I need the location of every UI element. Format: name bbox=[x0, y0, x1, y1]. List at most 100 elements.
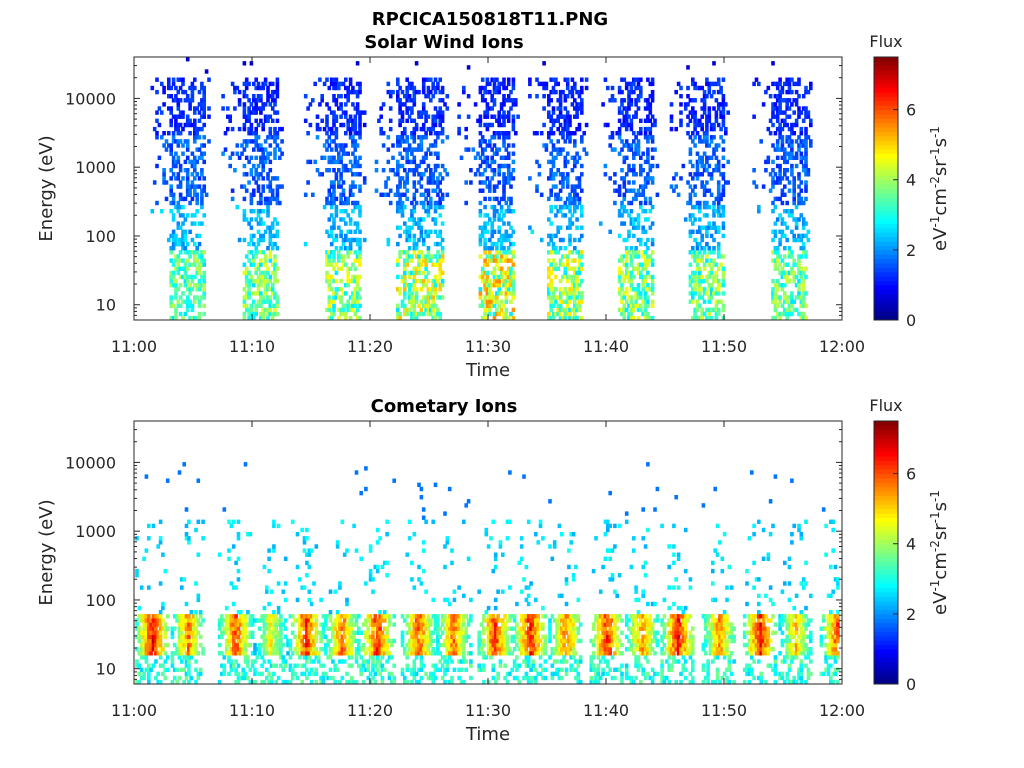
flux-cell bbox=[771, 106, 775, 111]
flux-cell bbox=[190, 221, 195, 226]
flux-cell bbox=[499, 237, 504, 243]
flux-cell bbox=[613, 200, 617, 206]
flux-cell bbox=[252, 98, 256, 103]
flux-cell bbox=[193, 85, 197, 91]
flux-cell bbox=[438, 295, 442, 300]
flux-cell bbox=[688, 172, 693, 177]
flux-cell bbox=[641, 262, 645, 267]
flux-cell bbox=[556, 147, 560, 152]
flux-cell bbox=[506, 168, 511, 173]
flux-cell bbox=[407, 291, 412, 296]
flux-cell bbox=[283, 659, 288, 664]
flux-cell bbox=[558, 98, 563, 103]
flux-cell bbox=[429, 204, 433, 210]
flux-cell bbox=[244, 94, 249, 99]
flux-cell bbox=[622, 262, 627, 267]
flux-cell bbox=[176, 159, 181, 165]
flux-cell bbox=[804, 188, 808, 193]
flux-cell bbox=[241, 642, 245, 648]
flux-cell bbox=[313, 81, 317, 87]
flux-cell bbox=[787, 254, 792, 259]
flux-cell bbox=[183, 278, 188, 284]
flux-cell bbox=[163, 630, 168, 636]
flux-cell bbox=[405, 118, 409, 124]
flux-cell bbox=[556, 139, 560, 144]
flux-cell bbox=[636, 221, 641, 226]
flux-cell bbox=[431, 283, 435, 288]
flux-cell bbox=[254, 131, 258, 136]
flux-cell bbox=[135, 634, 139, 640]
flux-cell bbox=[266, 94, 270, 99]
flux-cell bbox=[480, 229, 485, 235]
flux-cell bbox=[183, 89, 188, 95]
flux-cell bbox=[419, 172, 424, 177]
flux-cell bbox=[254, 307, 258, 313]
flux-cell bbox=[702, 163, 707, 169]
flux-cell bbox=[554, 250, 558, 255]
flux-cell bbox=[400, 200, 405, 206]
flux-cell bbox=[341, 188, 346, 193]
flux-cell bbox=[236, 679, 241, 685]
flux-cell bbox=[693, 172, 697, 177]
flux-cell bbox=[274, 618, 278, 623]
flux-cell bbox=[478, 180, 483, 185]
flux-cell bbox=[790, 229, 794, 235]
flux-cell bbox=[549, 172, 553, 177]
flux-cell bbox=[187, 642, 191, 648]
flux-cell bbox=[353, 114, 358, 119]
flux-cell bbox=[691, 81, 695, 87]
flux-cell bbox=[313, 159, 317, 165]
flux-cell bbox=[702, 250, 707, 255]
flux-cell bbox=[224, 626, 229, 631]
flux-cell bbox=[705, 225, 709, 230]
flux-cell bbox=[636, 270, 641, 276]
flux-cell bbox=[410, 283, 414, 288]
flux-cell bbox=[622, 106, 627, 111]
flux-cell bbox=[509, 172, 513, 177]
flux-cell bbox=[804, 196, 808, 202]
flux-cell bbox=[353, 278, 358, 284]
flux-cell bbox=[396, 311, 400, 317]
flux-cell bbox=[506, 118, 511, 124]
flux-cell bbox=[565, 159, 570, 165]
colorbar-segment bbox=[874, 92, 898, 97]
flux-cell bbox=[249, 172, 254, 177]
flux-cell bbox=[558, 131, 563, 136]
flux-cell bbox=[300, 626, 304, 631]
flux-cell bbox=[436, 233, 440, 239]
flux-cell bbox=[620, 283, 624, 288]
flux-cell bbox=[265, 622, 269, 627]
flux-cell bbox=[353, 299, 358, 304]
flux-cell bbox=[346, 196, 350, 202]
flux-cell bbox=[702, 311, 707, 317]
flux-cell bbox=[575, 196, 579, 202]
flux-cell bbox=[266, 283, 270, 288]
flux-cell bbox=[272, 626, 276, 631]
flux-cell bbox=[558, 295, 563, 300]
flux-cell bbox=[193, 168, 197, 173]
flux-cell bbox=[561, 274, 565, 280]
flux-cell bbox=[429, 89, 433, 95]
flux-cell bbox=[436, 307, 440, 313]
flux-cell bbox=[327, 278, 332, 284]
flux-cell bbox=[509, 283, 513, 288]
flux-cell bbox=[797, 283, 801, 288]
flux-cell bbox=[259, 118, 263, 124]
flux-cell bbox=[693, 311, 697, 317]
flux-cell bbox=[709, 139, 714, 144]
flux-cell bbox=[570, 188, 575, 193]
flux-cell bbox=[339, 311, 343, 317]
flux-cell bbox=[200, 274, 204, 280]
flux-cell bbox=[337, 159, 341, 165]
flux-cell bbox=[509, 250, 513, 255]
flux-cell bbox=[188, 184, 192, 189]
flux-cell bbox=[613, 147, 617, 152]
flux-cell bbox=[780, 85, 785, 91]
flux-cell bbox=[270, 315, 275, 321]
flux-cell bbox=[248, 642, 253, 648]
flux-cell bbox=[691, 106, 695, 111]
flux-cell bbox=[334, 270, 339, 276]
flux-cell bbox=[176, 98, 181, 103]
flux-cell bbox=[506, 114, 511, 119]
flux-cell bbox=[650, 176, 655, 181]
